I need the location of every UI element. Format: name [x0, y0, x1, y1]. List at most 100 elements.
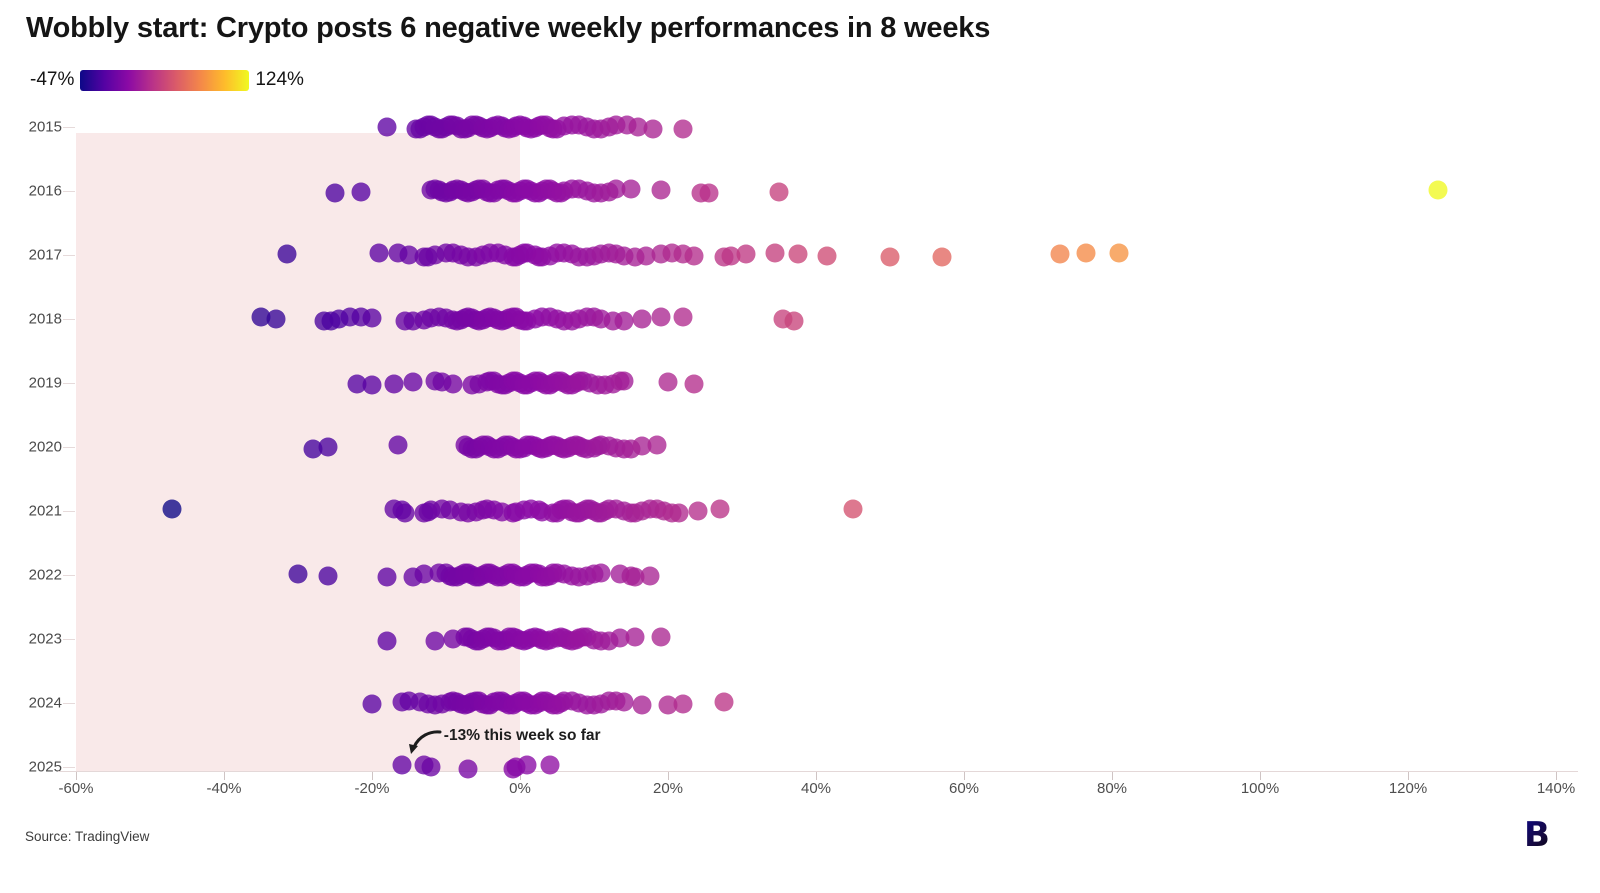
year-tick	[63, 575, 75, 576]
year-label: 2015	[28, 118, 62, 136]
year-tick	[63, 447, 75, 448]
data-point	[388, 435, 408, 455]
data-point	[395, 503, 415, 522]
data-point	[640, 566, 659, 586]
data-point	[443, 374, 463, 394]
data-point	[266, 309, 286, 329]
page-title: Wobbly start: Crypto posts 6 negative we…	[26, 12, 991, 44]
x-tick-label: -20%	[354, 780, 390, 797]
x-tick-label: -40%	[206, 780, 242, 797]
data-point	[614, 692, 634, 712]
x-tick-label: 100%	[1240, 780, 1280, 797]
data-point	[658, 695, 678, 715]
data-point	[632, 436, 652, 456]
data-point	[673, 307, 693, 327]
data-point	[688, 501, 708, 521]
data-point	[710, 499, 730, 519]
data-point	[540, 755, 560, 775]
x-tick	[1112, 772, 1113, 780]
legend-max-label: 124%	[255, 69, 304, 90]
data-point	[643, 119, 663, 139]
data-point	[351, 182, 371, 202]
negative-region-shade	[76, 133, 520, 771]
year-label: 2024	[28, 694, 62, 712]
data-point	[843, 499, 863, 519]
legend-min-label: -47%	[30, 69, 75, 90]
year-tick	[63, 255, 75, 256]
x-tick	[520, 772, 521, 780]
data-point	[458, 759, 478, 779]
year-tick	[63, 319, 75, 320]
data-point	[392, 755, 412, 775]
data-point	[591, 563, 611, 583]
year-tick	[63, 703, 75, 704]
data-point	[369, 243, 389, 263]
year-tick	[63, 191, 75, 192]
source-credit: Source: TradingView	[25, 829, 150, 844]
data-point	[610, 628, 630, 648]
annotation-this-week: -13% this week so far	[406, 727, 601, 757]
x-tick-label: 60%	[948, 780, 980, 797]
data-point	[651, 180, 671, 200]
data-point	[614, 311, 634, 331]
year-label: 2025	[28, 758, 62, 776]
data-point	[721, 246, 741, 266]
data-point	[325, 183, 345, 203]
data-point	[425, 631, 445, 651]
data-point	[606, 179, 626, 199]
data-point	[414, 564, 434, 584]
year-tick	[63, 767, 75, 768]
data-point	[699, 183, 719, 203]
x-tick	[224, 772, 225, 780]
data-point	[1428, 180, 1448, 200]
data-point	[647, 435, 667, 455]
data-point	[403, 372, 423, 392]
data-point	[625, 627, 645, 647]
year-label: 2023	[28, 630, 62, 648]
x-tick-label: -60%	[58, 780, 94, 797]
data-point	[628, 117, 648, 137]
year-tick	[63, 383, 75, 384]
data-point	[303, 439, 323, 459]
data-point	[384, 374, 404, 394]
data-point	[318, 437, 338, 457]
data-point	[714, 692, 733, 712]
curved-arrow-icon	[408, 730, 442, 754]
x-tick	[372, 772, 373, 780]
x-tick-label: 80%	[1096, 780, 1128, 797]
annotation-text: -13% this week so far	[443, 727, 601, 744]
year-label: 2018	[28, 310, 62, 328]
data-point	[673, 119, 693, 139]
data-point	[651, 627, 671, 647]
x-tick	[816, 772, 817, 780]
data-point	[362, 694, 382, 714]
x-tick	[1260, 772, 1261, 780]
year-label: 2017	[28, 246, 62, 264]
brand-logo: B	[1524, 815, 1550, 855]
year-label: 2021	[28, 502, 62, 520]
data-point	[632, 695, 652, 715]
data-point	[621, 179, 641, 199]
x-tick-label: 120%	[1388, 780, 1428, 797]
data-point	[625, 567, 645, 587]
year-tick	[63, 127, 75, 128]
data-point	[636, 246, 656, 266]
data-point	[765, 243, 785, 263]
data-point	[421, 757, 441, 777]
color-scale-legend: -47% 124%	[30, 69, 304, 91]
x-tick-label: 0%	[509, 780, 531, 797]
x-tick-label: 140%	[1536, 780, 1576, 797]
x-tick-label: 20%	[652, 780, 684, 797]
data-point	[251, 307, 271, 327]
data-point	[288, 564, 308, 584]
data-point	[614, 371, 634, 391]
x-tick	[668, 772, 669, 780]
x-tick	[76, 772, 77, 780]
data-point	[377, 631, 397, 651]
data-point	[769, 182, 789, 202]
data-point	[517, 755, 537, 775]
data-point	[684, 246, 704, 266]
data-point	[277, 244, 297, 264]
year-tick	[63, 511, 75, 512]
